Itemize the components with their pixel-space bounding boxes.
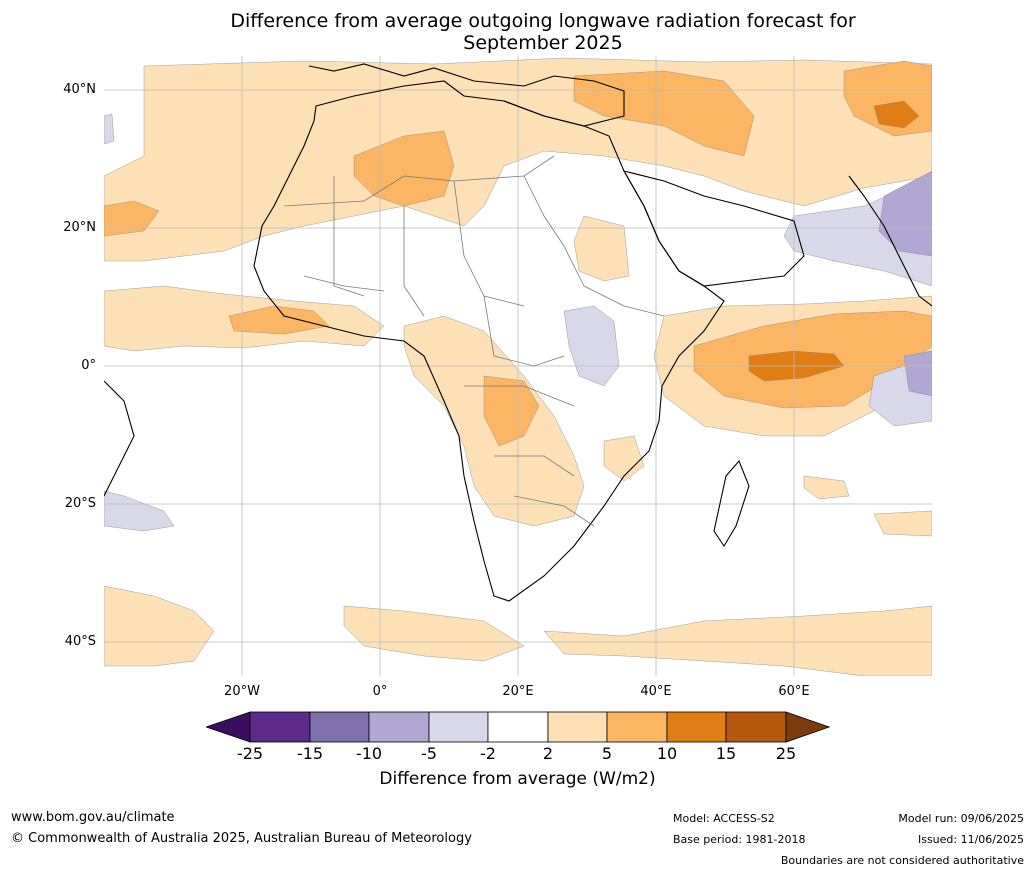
west-atlantic-patch — [104, 200, 160, 237]
colorbar-tick: 2 — [542, 744, 554, 763]
model-run-text: Model run: 09/06/2025 — [898, 812, 1024, 825]
east-africa-negative — [563, 305, 620, 387]
lon-label-20w: 20°W — [224, 684, 260, 699]
southern-ocean-band-3 — [543, 605, 932, 676]
madagascar-coastline — [713, 459, 750, 548]
colorbar-label: Difference from average (W/m2) — [379, 769, 656, 789]
website-link[interactable]: www.bom.gov.au/climate — [11, 810, 175, 825]
southern-ocean-band-2 — [343, 605, 525, 662]
indian-ocean-negative-2 — [903, 350, 932, 397]
colorbar-tick: -10 — [355, 744, 383, 763]
title-line-1: Difference from average outgoing longwav… — [230, 10, 856, 32]
colorbar-bin-9 — [725, 711, 787, 743]
lat-label-20s: 20°S — [64, 496, 96, 511]
colorbar-high-extend — [785, 711, 830, 743]
colorbar-tick: 10 — [656, 744, 678, 763]
arabia-coastline — [622, 170, 805, 287]
colorbar-tick: 5 — [601, 744, 613, 763]
sahara-patch — [353, 130, 455, 207]
colorbar-tick: -15 — [296, 744, 324, 763]
country-boundaries — [283, 155, 665, 527]
south-atlantic-negative — [104, 490, 175, 532]
lat-label-20n: 20°N — [63, 220, 96, 235]
india-coastline — [848, 175, 932, 307]
colorbar-bin-5 — [487, 711, 549, 743]
copyright-text: © Commonwealth of Australia 2025, Austra… — [11, 831, 472, 846]
colorbar — [206, 711, 830, 743]
lon-label-40e: 40°E — [640, 684, 672, 699]
base-period-text: Base period: 1981-2018 — [673, 833, 806, 846]
colorbar-bin-4 — [428, 711, 489, 743]
colorbar-bin-2 — [309, 711, 370, 743]
colorbar-bin-7 — [606, 711, 668, 743]
lon-label-20e: 20°E — [502, 684, 534, 699]
graticule — [104, 56, 932, 676]
title-line-2: September 2025 — [463, 32, 623, 54]
lat-label-0: 0° — [81, 358, 96, 373]
south-america-coastline — [104, 380, 135, 497]
south-indian-patch-2 — [873, 510, 932, 537]
map-canvas — [104, 56, 932, 676]
south-indian-patch — [803, 475, 850, 500]
colorbar-low-extend — [206, 711, 251, 743]
lat-label-40s: 40°S — [64, 634, 96, 649]
lon-label-0: 0° — [372, 684, 388, 699]
coastlines — [104, 63, 932, 602]
map-title: Difference from average outgoing longwav… — [0, 10, 1035, 54]
colorbar-tick: 15 — [715, 744, 737, 763]
africa-coastline — [253, 80, 725, 602]
north-atlantic-negative — [104, 113, 115, 145]
disclaimer-text: Boundaries are not considered authoritat… — [780, 854, 1024, 867]
colorbar-bin-1 — [249, 711, 311, 743]
sudan-patch — [573, 215, 630, 282]
india-negative — [878, 170, 932, 257]
mozambique-patch — [603, 435, 645, 482]
model-text: Model: ACCESS-S2 — [673, 812, 775, 825]
lon-label-60e: 60°E — [778, 684, 810, 699]
lat-label-40n: 40°N — [63, 82, 96, 97]
colorbar-tick: -2 — [480, 744, 496, 763]
issued-text: Issued: 11/06/2025 — [917, 833, 1024, 846]
mideast-patch — [573, 70, 755, 157]
colorbar-bin-6 — [547, 711, 608, 743]
forecast-map — [104, 56, 932, 676]
colorbar-tick: -25 — [236, 744, 264, 763]
colorbar-tick: -5 — [421, 744, 437, 763]
colorbar-tick: 25 — [775, 744, 797, 763]
southern-ocean-band-1 — [104, 585, 215, 667]
colorbar-bin-3 — [368, 711, 430, 743]
asia-max — [873, 100, 920, 129]
angola-patch — [483, 375, 540, 447]
anomaly-minus-5-regions — [878, 170, 932, 397]
colorbar-bin-8 — [666, 711, 727, 743]
gulf-guinea-patch — [228, 305, 330, 335]
europe-coastline — [308, 63, 625, 127]
